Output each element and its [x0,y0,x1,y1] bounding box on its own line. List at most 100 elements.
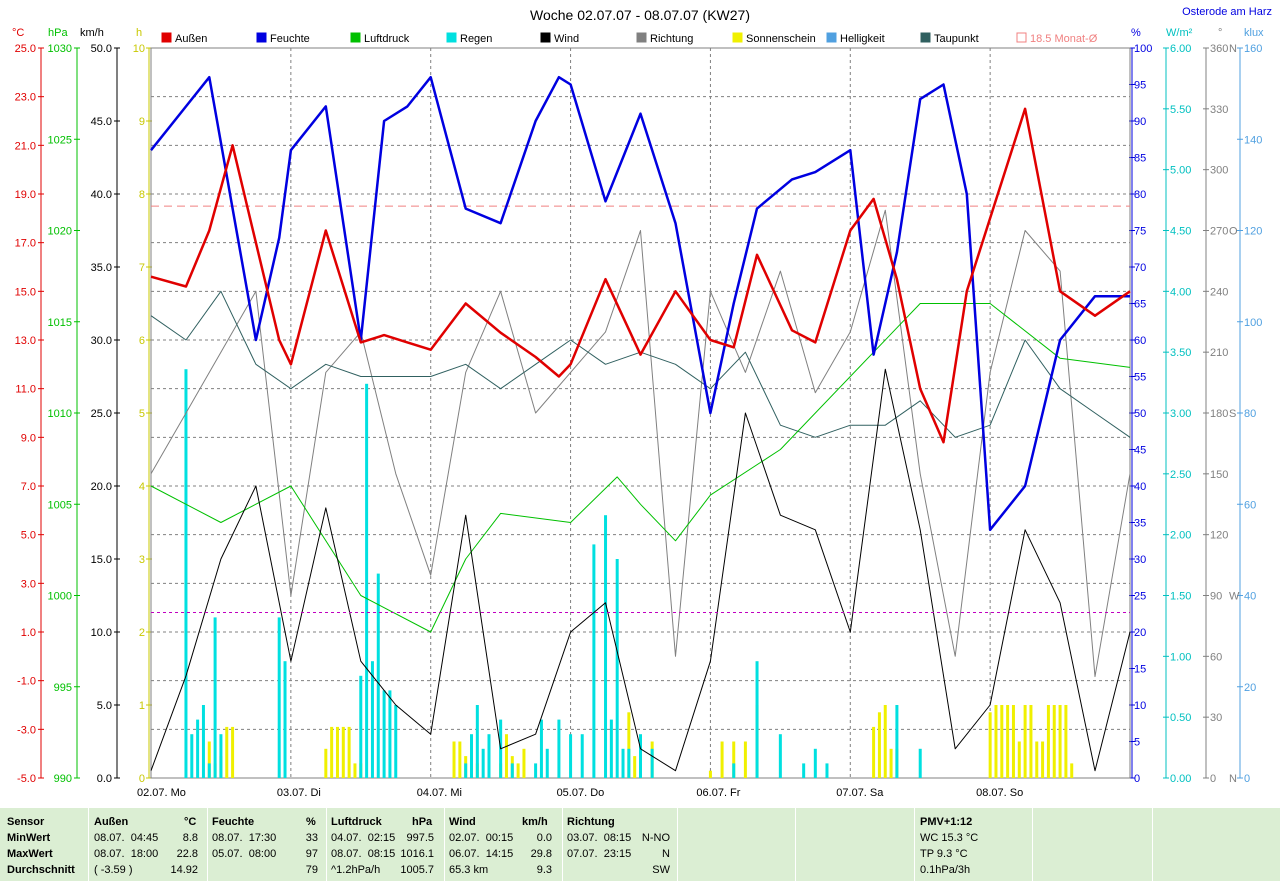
light-tick-label: 160 [1244,43,1262,55]
sunshine-bar [889,748,893,778]
temp-tick-label: -3.0 [17,724,36,736]
humidity-tick-label: 75 [1134,226,1146,238]
radiation-tick-label: 1.50 [1170,591,1191,603]
humidity-tick-label: 85 [1134,153,1146,165]
rain-bar [755,661,759,778]
plot-grid [151,48,1130,778]
direction-line [150,209,1131,678]
direction-letter-label: N [1229,773,1237,785]
stats-cell-press_val: 1016.1 [400,848,434,860]
rain-bar [359,675,363,778]
humidity-tick-label: 100 [1134,43,1152,55]
legend-swatch [350,32,361,43]
humidity-tick-label: 10 [1134,700,1146,712]
legend-label: Außen [175,33,207,45]
location-label: Osterode am Harz [1182,6,1272,18]
stats-header-wind: Wind [449,816,476,828]
sunshine-bar [720,741,724,778]
sunshine-bar [1064,705,1068,778]
temp-tick-label: 3.0 [21,578,36,590]
chart-title: Woche 02.07.07 - 08.07.07 (KW27) [530,7,750,23]
radiation-tick-label: 0.00 [1170,773,1191,785]
direction-letter-label: S [1229,408,1236,420]
day-label: 06.07. Fr [696,787,740,799]
stats-cell-wind_val: 0.0 [536,832,552,844]
sunshine-bar [1035,741,1039,778]
pressure-tick-label: 1005 [48,499,72,511]
light-tick-label: 100 [1244,317,1262,329]
rain-bar [639,734,642,778]
humidity-tick-label: 45 [1134,445,1146,457]
radiation-tick-label: 2.50 [1170,469,1191,481]
rain-bar [569,734,573,778]
temp-tick-label: 5.0 [21,530,36,542]
temp-tick-label: 13.0 [15,335,36,347]
legend-swatch [446,32,457,43]
stats-cell-hum_val: 79 [305,864,318,876]
humidity-line [150,75,1130,532]
rain-bar [470,734,474,778]
rain-bar [545,748,549,778]
stats-cell-hum_when: 05.07. 08:00 [212,848,277,860]
light-tick-label: 60 [1244,499,1256,511]
pressure-tick-label: 1030 [48,43,72,55]
stats-header-sensor: Sensor [7,816,45,828]
sun-tick-label: 0 [139,773,145,785]
stats-header-pmv: PMV+1:12 [920,816,973,828]
light-tick-label: 120 [1244,226,1262,238]
sunshine-bar [1011,705,1015,778]
rain-bar [510,763,514,778]
stats-cell-temp_when: 08.07. 18:00 [94,848,159,860]
stats-cell-label: MaxWert [7,848,53,860]
sunshine-bar [335,726,339,778]
right-axes: 1009590858075706560555045403530252015105… [1129,43,1262,785]
stats-cell-temp_val: 22.8 [176,848,198,860]
rain-bar [609,719,613,778]
rain-bar [621,748,625,778]
sun-tick-label: 7 [139,262,145,274]
day-label: 03.07. Di [277,787,321,799]
radiation-tick-label: 6.00 [1170,43,1191,55]
legend-label: Helligkeit [840,33,885,45]
line-series [150,75,1131,772]
humidity-tick-label: 60 [1134,335,1146,347]
direction-tick-label: 0 [1210,773,1216,785]
day-label: 08.07. So [976,787,1023,799]
pressure-unit-label: hPa [48,27,68,39]
stats-header-pressure-unit: hPa [412,816,433,828]
stats-cell-temp_when: 08.07. 04:45 [94,832,159,844]
sunshine-bar [994,705,998,778]
humidity-tick-label: 65 [1134,299,1146,311]
sun-tick-label: 2 [139,627,145,639]
humidity-tick-label: 20 [1134,627,1146,639]
direction-letter-label: O [1229,226,1238,238]
sunshine-bar [872,726,876,778]
stats-header-pressure: Luftdruck [331,816,382,828]
wind-unit-label: km/h [80,27,104,39]
rain-bar [475,705,479,778]
rain-bar [376,573,380,778]
humidity-tick-label: 95 [1134,80,1146,92]
sun-tick-label: 9 [139,116,145,128]
rain-bar [184,369,188,778]
sunshine-bar [1000,705,1004,778]
temp-tick-label: 15.0 [15,286,36,298]
radiation-tick-label: 4.00 [1170,286,1191,298]
stats-header-humidity-unit: % [306,816,316,828]
sunshine-bar [225,726,229,778]
stats-cell-dir_val: N [662,848,670,860]
stats-header-direction: Richtung [567,816,615,828]
humidity-unit-label: % [1131,27,1141,39]
stats-cell-temp_when: ( -3.59 ) [94,864,133,876]
wind-line [150,368,1131,772]
legend-label: Feuchte [270,33,310,45]
temp-tick-label: -5.0 [17,773,36,785]
humidity-tick-label: 5 [1134,737,1140,749]
stats-cell-pmv: 0.1hPa/3h [920,864,971,876]
direction-tick-label: 60 [1210,651,1222,663]
rain-bar [918,748,922,778]
day-label: 04.07. Mi [417,787,462,799]
humidity-tick-label: 55 [1134,372,1146,384]
legend-swatch [920,32,931,43]
sunshine-bar [458,741,462,778]
